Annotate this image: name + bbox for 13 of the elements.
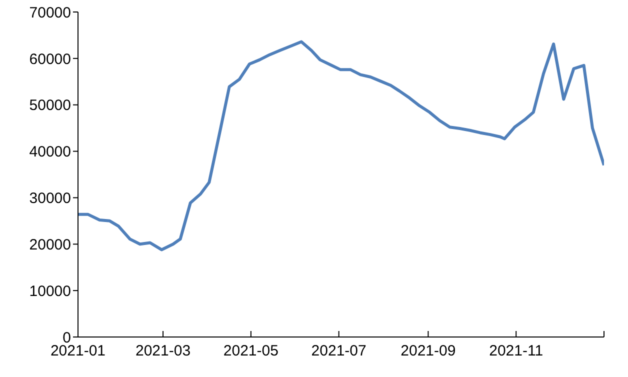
y-tick-label: 20000 <box>29 236 71 254</box>
x-tick-label: 2021-03 <box>135 342 191 360</box>
line-series <box>78 40 604 252</box>
y-tick-label: 30000 <box>29 190 71 208</box>
x-tick-label: 2021-09 <box>400 342 456 360</box>
y-tick-label: 40000 <box>29 144 71 161</box>
x-tick-label: 2021-07 <box>311 342 366 360</box>
y-tick-label: 60000 <box>29 50 71 68</box>
x-tick-label: 2021-05 <box>223 342 278 360</box>
y-tick-label: 10000 <box>29 282 71 300</box>
y-tick-label: 50000 <box>29 97 71 114</box>
y-tick-label: 70000 <box>29 4 71 22</box>
x-tick-label: 2021-11 <box>489 342 544 360</box>
